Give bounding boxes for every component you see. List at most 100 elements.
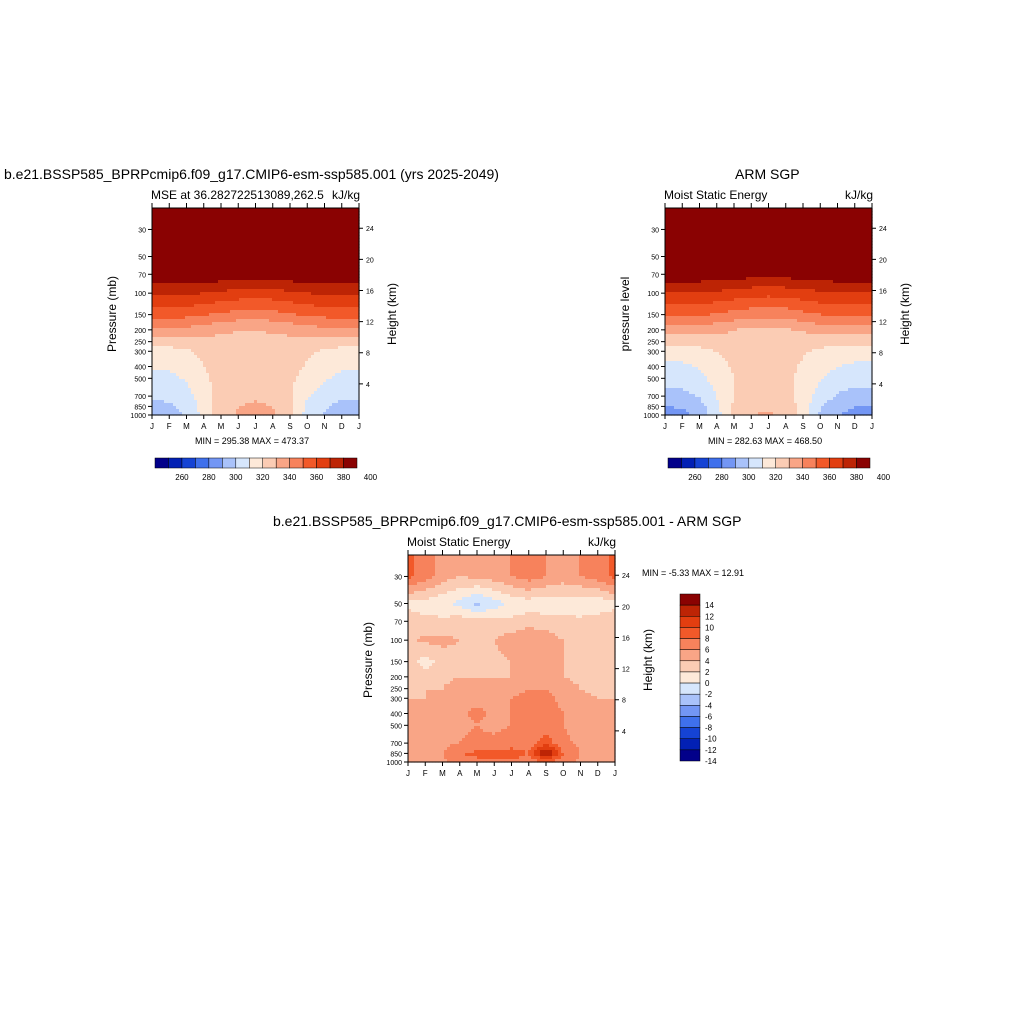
model-field-cell — [209, 325, 213, 329]
model-field-cell — [206, 346, 210, 350]
model-field-cell — [299, 226, 303, 230]
model-field-cell — [185, 304, 189, 308]
model-field-cell — [215, 244, 219, 248]
model-field-cell — [299, 304, 303, 308]
model-field-cell — [299, 331, 303, 335]
model-field-cell — [269, 412, 273, 416]
model-field-cell — [335, 304, 339, 308]
model-field-cell — [275, 238, 279, 242]
model-field-cell — [314, 280, 318, 284]
model-field-cell — [245, 364, 249, 368]
model-field-cell — [353, 304, 357, 308]
model-field-cell — [191, 217, 195, 221]
model-field-cell — [281, 208, 285, 212]
model-field-cell — [164, 211, 168, 215]
model-field-cell — [329, 286, 333, 290]
model-field-cell — [311, 337, 315, 341]
model-field-cell — [197, 271, 201, 275]
model-field-cell — [176, 337, 180, 341]
obs-field-cell — [686, 211, 690, 215]
model-field-cell — [260, 367, 264, 371]
model-field-cell — [278, 397, 282, 401]
model-field-cell — [215, 340, 219, 344]
model-field-cell — [260, 373, 264, 377]
model-field-cell — [224, 316, 228, 320]
model-field-cell — [176, 274, 180, 278]
model-field-cell — [233, 307, 237, 311]
model-field-cell — [311, 211, 315, 215]
model-field-cell — [269, 247, 273, 251]
model-field-cell — [239, 349, 243, 353]
model-field-cell — [248, 235, 252, 239]
obs-field-cell — [752, 208, 756, 212]
model-field-cell — [356, 376, 360, 380]
model-field-cell — [311, 316, 315, 320]
model-field-cell — [227, 301, 231, 305]
model-field-cell — [245, 208, 249, 212]
model-field-cell — [191, 226, 195, 230]
model-field-cell — [242, 268, 246, 272]
model-field-cell — [317, 361, 321, 365]
model-field-cell — [311, 370, 315, 374]
model-field-cell — [350, 406, 354, 410]
model-field-cell — [155, 301, 159, 305]
model-field-cell — [179, 268, 183, 272]
model-field-cell — [155, 289, 159, 293]
model-field-cell — [248, 391, 252, 395]
model-field-cell — [227, 382, 231, 386]
model-field-cell — [227, 397, 231, 401]
model-field-cell — [320, 223, 324, 227]
model-field-cell — [230, 325, 234, 329]
model-field-cell — [275, 328, 279, 332]
model-field-cell — [323, 238, 327, 242]
model-field-cell — [296, 358, 300, 362]
model-field-cell — [332, 244, 336, 248]
model-field-cell — [194, 400, 198, 404]
model-field-cell — [212, 355, 216, 359]
model-field-cell — [206, 280, 210, 284]
model-field-cell — [281, 265, 285, 269]
model-field-cell — [239, 397, 243, 401]
model-field-cell — [326, 319, 330, 323]
model-field-cell — [290, 406, 294, 410]
model-field-cell — [236, 271, 240, 275]
obs-field-cell — [668, 208, 672, 212]
model-field-cell — [335, 262, 339, 266]
model-field-cell — [200, 400, 204, 404]
model-field-cell — [272, 229, 276, 233]
model-field-cell — [281, 223, 285, 227]
model-field-cell — [191, 349, 195, 353]
model-field-cell — [236, 382, 240, 386]
model-field-cell — [314, 373, 318, 377]
model-field-cell — [182, 373, 186, 377]
model-field-cell — [245, 310, 249, 314]
model-field-cell — [179, 319, 183, 323]
model-field-cell — [179, 304, 183, 308]
model-field-cell — [275, 373, 279, 377]
model-field-cell — [299, 223, 303, 227]
model-field-cell — [305, 244, 309, 248]
model-field-cell — [182, 247, 186, 251]
model-field-cell — [275, 262, 279, 266]
model-field-cell — [215, 412, 219, 416]
model-field-cell — [215, 346, 219, 350]
model-field-cell — [341, 214, 345, 218]
model-field-cell — [191, 373, 195, 377]
model-field-cell — [251, 241, 255, 245]
model-field-cell — [224, 229, 228, 233]
model-field-cell — [188, 271, 192, 275]
model-field-cell — [293, 313, 297, 317]
model-field-cell — [239, 283, 243, 287]
model-field-cell — [296, 256, 300, 260]
model-field-cell — [152, 304, 156, 308]
model-field-cell — [332, 292, 336, 296]
model-field-cell — [350, 283, 354, 287]
model-field-cell — [248, 334, 252, 338]
model-field-cell — [221, 328, 225, 332]
model-field-cell — [329, 397, 333, 401]
model-field-cell — [191, 403, 195, 407]
model-field-cell — [347, 406, 351, 410]
model-field-cell — [155, 292, 159, 296]
model-field-cell — [221, 319, 225, 323]
model-field-cell — [164, 340, 168, 344]
